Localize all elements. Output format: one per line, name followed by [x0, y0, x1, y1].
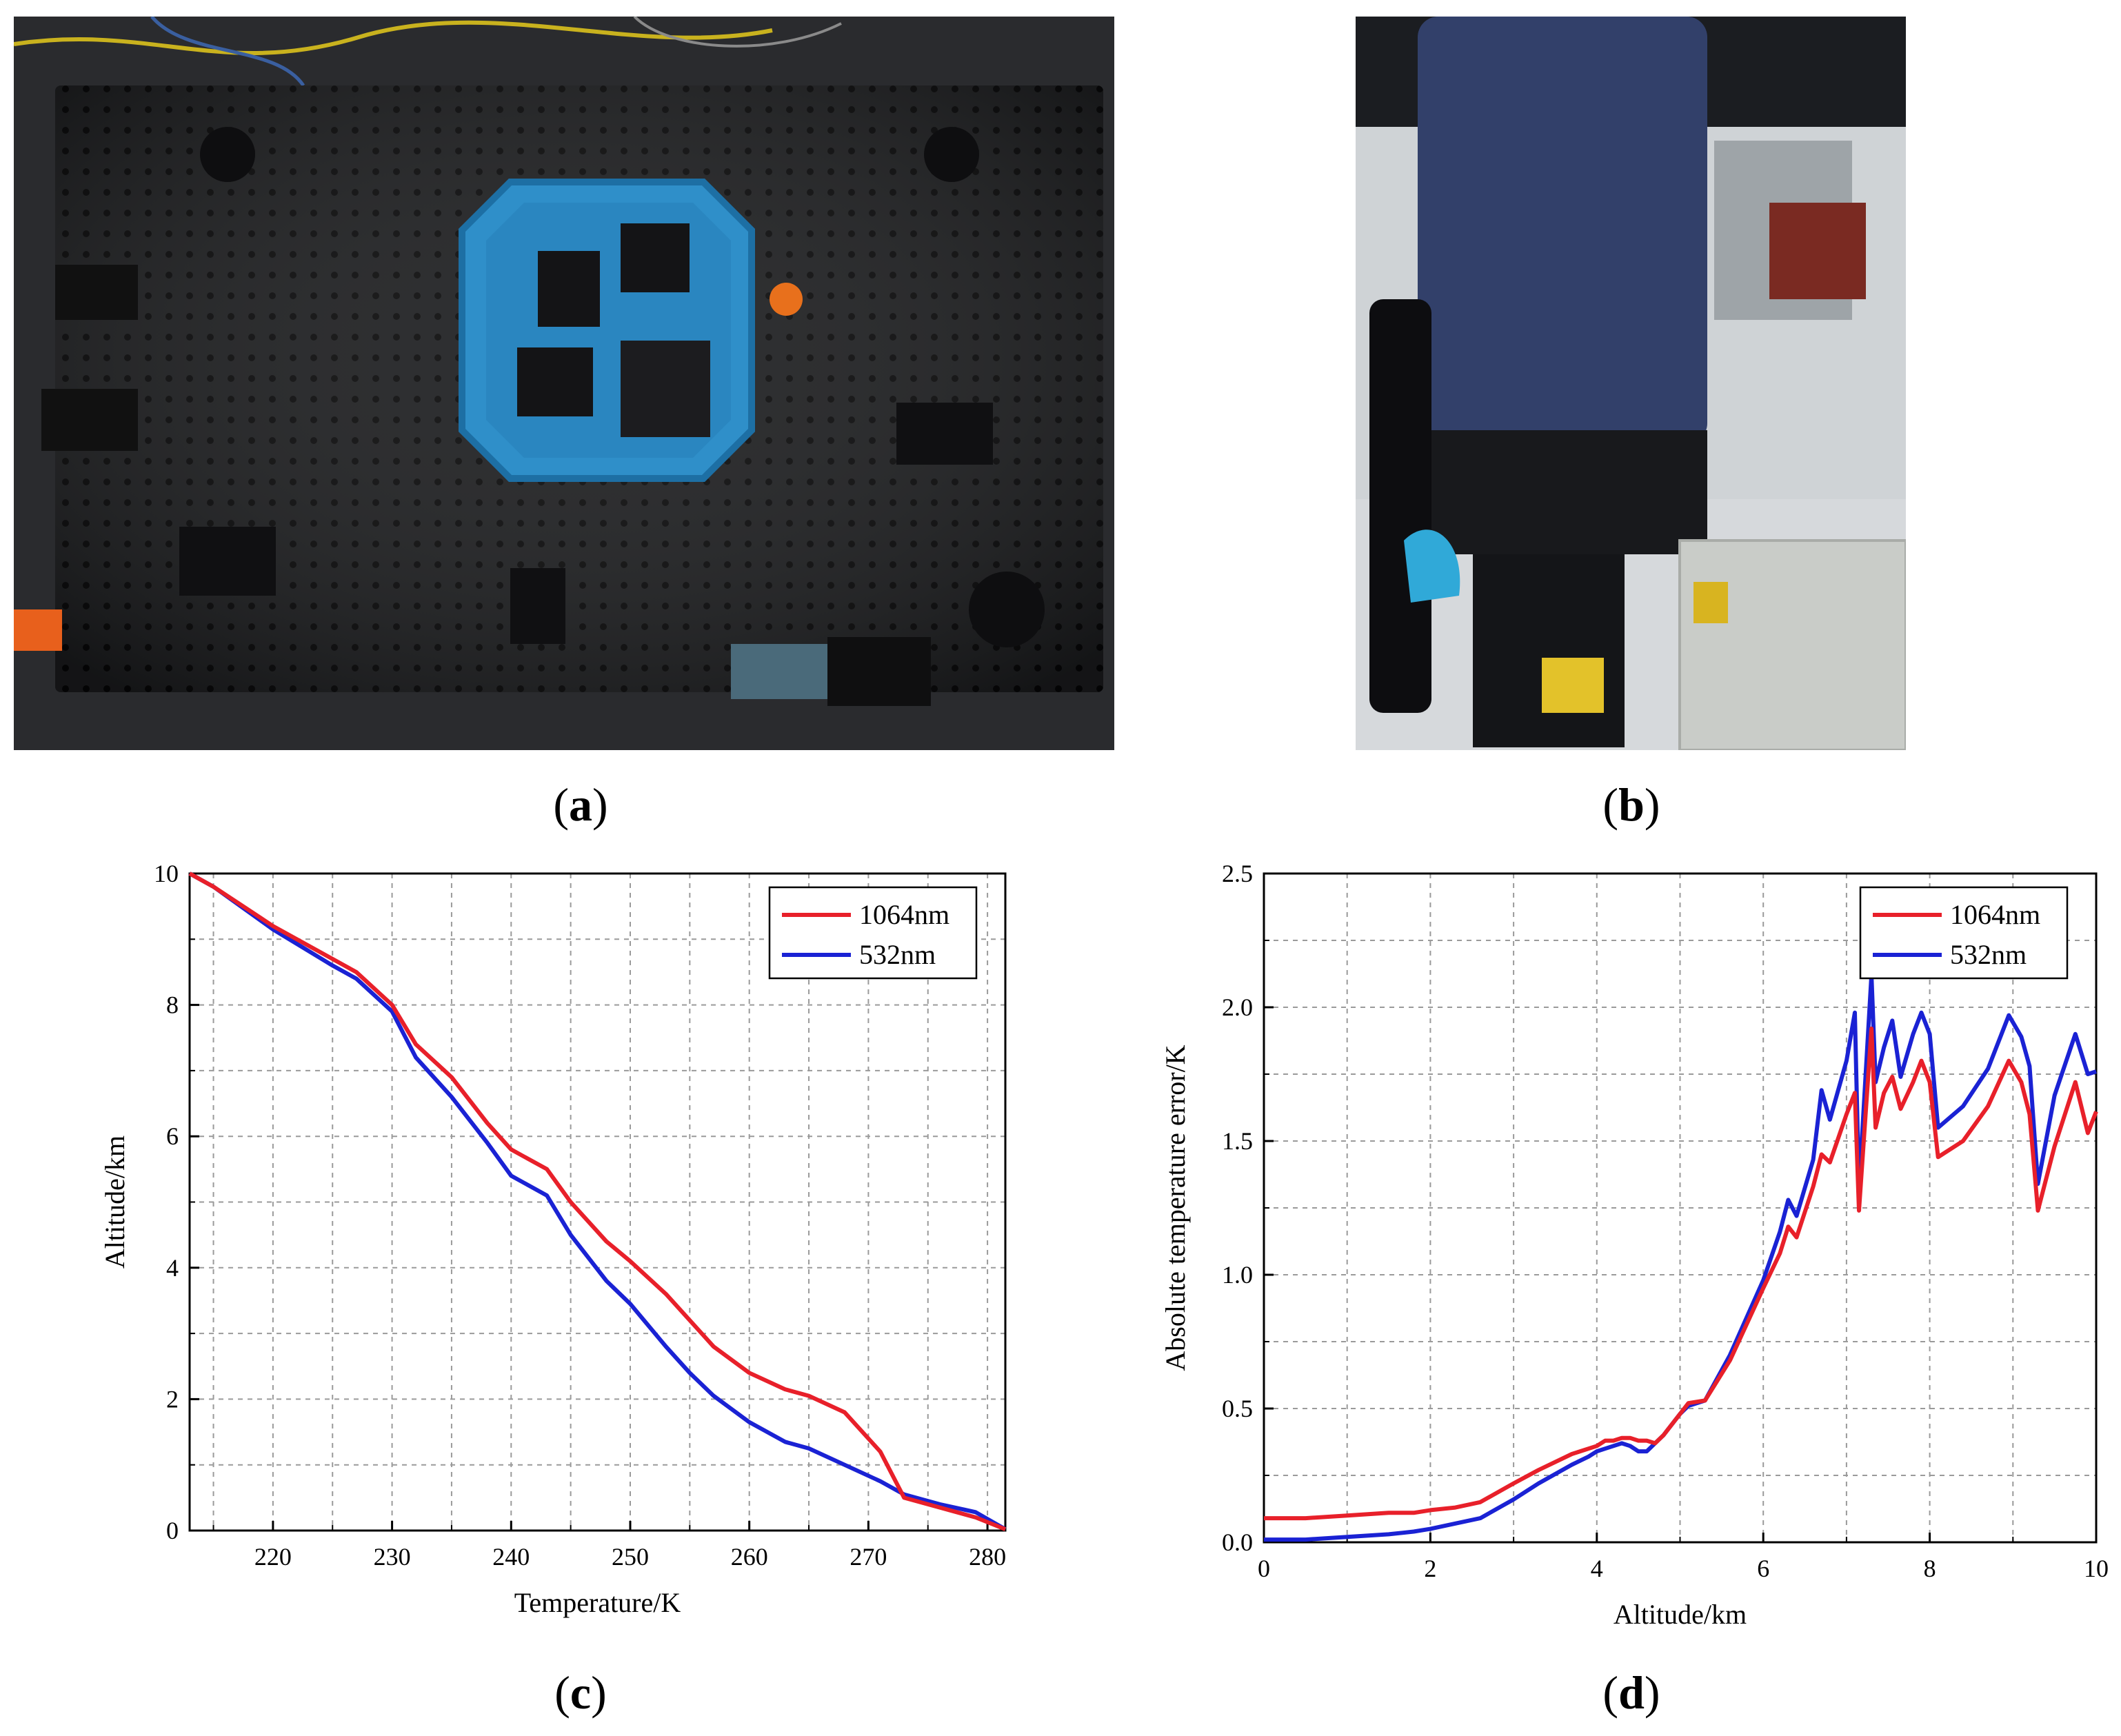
x-tick-label: 0 — [1258, 1555, 1270, 1582]
series-line-532nm — [188, 871, 1007, 1531]
chart-d-temperature-error: 0 2 4 6 8 10 0.0 0.5 1.0 1.5 2.0 2.5 Altitude/km Abso… — [1160, 860, 2109, 1630]
y-tick-label: 1.0 — [1222, 1261, 1253, 1289]
x-tick-label: 10 — [2084, 1555, 2109, 1582]
y-tick-label: 6 — [166, 1122, 179, 1150]
y-tick-label: 1.5 — [1222, 1127, 1253, 1155]
x-tick-label: 6 — [1757, 1555, 1769, 1582]
x-tick-label: 2 — [1424, 1555, 1436, 1582]
legend-box — [768, 886, 978, 980]
legend-label-532nm: 532nm — [1950, 939, 2027, 970]
x-tick-label: 4 — [1591, 1555, 1603, 1582]
legend-box — [1859, 886, 2069, 980]
photo-telescope-receiver — [1356, 17, 1906, 750]
x-tick-label: 280 — [969, 1543, 1006, 1571]
x-tick-label: 230 — [374, 1543, 411, 1571]
telescope-tube-icon — [1418, 17, 1707, 444]
panel-label-a: (a) — [553, 778, 608, 831]
y-tick-label: 10 — [154, 860, 179, 887]
series-line-532nm — [1264, 973, 2097, 1542]
panel-label-c: (c) — [554, 1666, 607, 1719]
x-tick-label: 260 — [731, 1543, 768, 1571]
y-tick-label: 2 — [166, 1385, 179, 1413]
chart-c-temperature-profile: 220 230 240 250 260 270 280 0 2 4 6 8 10 Temperature/… — [99, 860, 1007, 1618]
y-axis-label: Altitude/km — [99, 1136, 130, 1269]
y-tick-label: 0 — [166, 1517, 179, 1544]
y-tick-label: 0.5 — [1222, 1395, 1253, 1422]
y-axis-label: Absolute temperature error/K — [1160, 1044, 1191, 1371]
x-tick-label: 8 — [1924, 1555, 1936, 1582]
x-tick-label: 220 — [254, 1543, 292, 1571]
y-tick-label: 4 — [166, 1254, 179, 1282]
photo-optical-breadboard — [14, 17, 1114, 750]
legend-label-532nm: 532nm — [859, 939, 936, 970]
y-tick-label: 8 — [166, 991, 179, 1019]
x-axis-label: Altitude/km — [1614, 1599, 1747, 1630]
y-tick-label: 2.5 — [1222, 860, 1253, 887]
x-axis-label: Temperature/K — [514, 1587, 681, 1618]
x-tick-label: 270 — [850, 1543, 887, 1571]
legend-label-1064nm: 1064nm — [859, 899, 949, 930]
y-tick-label: 2.0 — [1222, 993, 1253, 1021]
series-line-1064nm — [1264, 1027, 2098, 1521]
panel-label-b: (b) — [1602, 778, 1660, 831]
panel-label-d: (d) — [1602, 1666, 1660, 1719]
y-tick-label: 0.0 — [1222, 1528, 1253, 1556]
x-tick-label: 240 — [492, 1543, 530, 1571]
legend-label-1064nm: 1064nm — [1950, 899, 2040, 930]
series-line-1064nm — [188, 871, 1007, 1531]
x-tick-label: 250 — [612, 1543, 649, 1571]
